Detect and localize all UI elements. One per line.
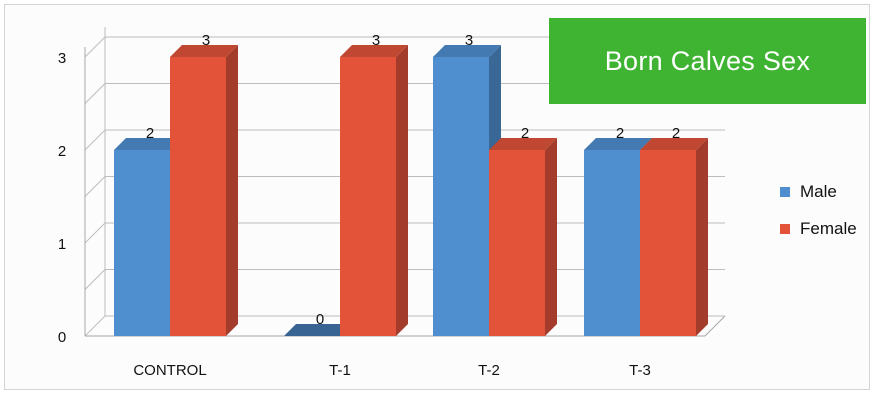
x-tick-label: T-1 (329, 362, 351, 379)
gridline-side (84, 222, 106, 244)
bars-layer (114, 45, 708, 336)
bar-side (696, 138, 708, 336)
floor-right-edge (704, 315, 726, 337)
chart-title: Born Calves Sex (604, 45, 811, 76)
y-tick-label: 1 (58, 236, 66, 253)
bar-top (584, 138, 652, 150)
bar-top (489, 138, 557, 150)
bar-female-t-3 (640, 150, 696, 336)
y-tick-label: 0 (58, 329, 66, 346)
bar-top (114, 138, 182, 150)
data-label: 3 (202, 32, 210, 49)
bar-male-t-2 (433, 57, 489, 336)
legend-item-female: Female (780, 210, 857, 247)
legend-swatch-female (780, 223, 790, 234)
data-label: 3 (465, 32, 473, 49)
bar-top (640, 138, 708, 150)
bar-side (545, 138, 557, 336)
data-label: 3 (372, 32, 380, 49)
bar-side (396, 45, 408, 336)
gridline-side (84, 83, 106, 104)
gridline-side (84, 36, 106, 58)
bar-male-t-1 (284, 324, 352, 336)
legend-item-male: Male (780, 173, 857, 210)
bar-male-control (114, 150, 170, 336)
bar-top (340, 45, 408, 57)
bar-top (433, 45, 501, 57)
x-tick-label: T-2 (478, 362, 500, 379)
data-label: 2 (521, 125, 529, 142)
legend-label-male: Male (800, 181, 837, 201)
gridline-side (84, 315, 106, 337)
data-label: 2 (616, 125, 624, 142)
x-tick-label: T-3 (629, 362, 651, 379)
labels-layer: 2 3 CONTROL 0 3 T-1 3 2 T-2 2 2 T-3 (133, 32, 680, 379)
data-label: 2 (146, 125, 154, 142)
y-axis: 0 1 2 3 (58, 50, 66, 346)
bar-female-t-2 (489, 150, 545, 336)
bar-male-t-3 (584, 150, 640, 336)
bar-female-control (170, 57, 226, 336)
gridline-side (84, 129, 106, 151)
gridline-side (84, 269, 106, 290)
x-tick-label: CONTROL (133, 362, 206, 379)
data-label: 2 (672, 125, 680, 142)
data-label: 0 (316, 311, 324, 328)
bar-side (226, 45, 238, 336)
legend-swatch-male (780, 186, 790, 197)
legend: Male Female (780, 173, 857, 247)
bar-top (170, 45, 238, 57)
gridline-side (84, 176, 106, 197)
y-tick-label: 3 (58, 50, 66, 67)
chart-title-box: Born Calves Sex (549, 18, 866, 104)
bar-female-t-1 (340, 57, 396, 336)
legend-label-female: Female (800, 218, 857, 238)
y-tick-label: 2 (58, 143, 66, 160)
